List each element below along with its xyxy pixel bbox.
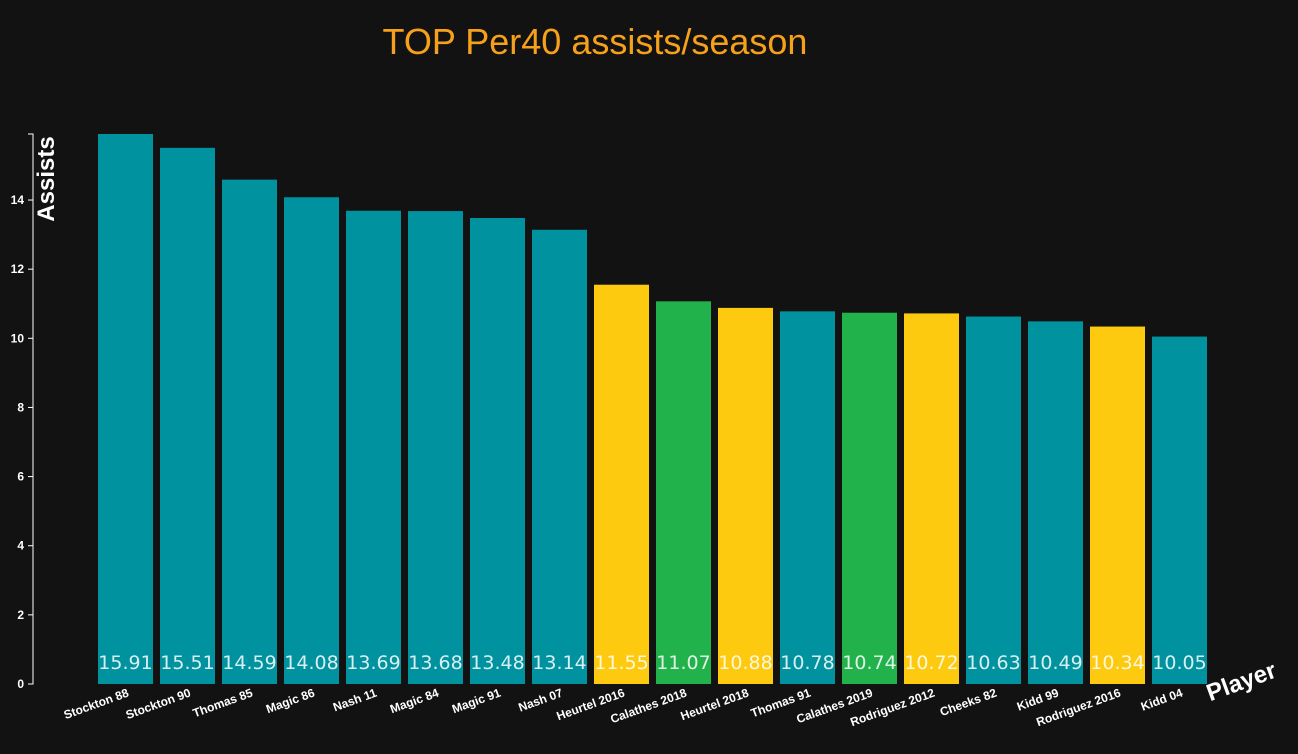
data-label-14: 10.63: [966, 652, 1020, 674]
data-label-0: 15.91: [98, 652, 152, 674]
bar-6: [470, 218, 525, 684]
bar-15: [1028, 321, 1083, 684]
y-tick-label-3: 6: [17, 470, 24, 484]
y-tick-label-6: 12: [11, 262, 25, 276]
bar-2: [222, 179, 277, 684]
data-label-10: 10.88: [718, 652, 772, 674]
bar-3: [284, 197, 339, 685]
bar-14: [966, 316, 1021, 684]
data-label-17: 10.05: [1152, 652, 1206, 674]
data-label-4: 13.69: [346, 652, 400, 674]
bar-9: [656, 301, 711, 684]
data-label-8: 11.55: [594, 652, 648, 674]
bar-1: [160, 147, 215, 685]
data-labels-layer: 15.91 15.51 14.59 14.08 13.69 13.68 13.48 13.14…: [98, 652, 1206, 674]
bars-layer: [98, 134, 1207, 685]
data-label-6: 13.48: [470, 652, 524, 674]
y-tick-label-1: 2: [17, 608, 24, 622]
y-tick-label-0: 0: [17, 677, 24, 691]
bar-11: [780, 311, 835, 684]
y-tick-label-4: 8: [17, 400, 24, 414]
chart-title: TOP Per40 assists/season: [383, 21, 808, 62]
bar-17: [1152, 336, 1207, 684]
data-label-13: 10.72: [904, 652, 958, 674]
y-axis: 0 2 4 6 8 10 12 14: [11, 133, 34, 691]
data-label-2: 14.59: [222, 652, 276, 674]
bar-4: [346, 210, 401, 684]
y-tick-label-2: 4: [17, 539, 24, 553]
bar-5: [408, 211, 463, 684]
data-label-1: 15.51: [160, 652, 214, 674]
bar-7: [532, 229, 587, 684]
y-axis-title: Assists: [33, 136, 60, 221]
data-label-15: 10.49: [1028, 652, 1082, 674]
data-label-16: 10.34: [1090, 652, 1144, 674]
bar-12: [842, 312, 897, 684]
bar-8: [594, 284, 649, 684]
data-label-11: 10.78: [780, 652, 834, 674]
data-label-9: 11.07: [656, 652, 710, 674]
bar-13: [904, 313, 959, 684]
bar-10: [718, 307, 773, 684]
y-tick-label-7: 14: [11, 193, 25, 207]
bar-16: [1090, 326, 1145, 684]
data-label-3: 14.08: [284, 652, 338, 674]
y-tick-label-5: 10: [11, 331, 25, 345]
data-label-7: 13.14: [532, 652, 586, 674]
bar-0: [98, 134, 153, 684]
data-label-5: 13.68: [408, 652, 462, 674]
data-label-12: 10.74: [842, 652, 896, 674]
